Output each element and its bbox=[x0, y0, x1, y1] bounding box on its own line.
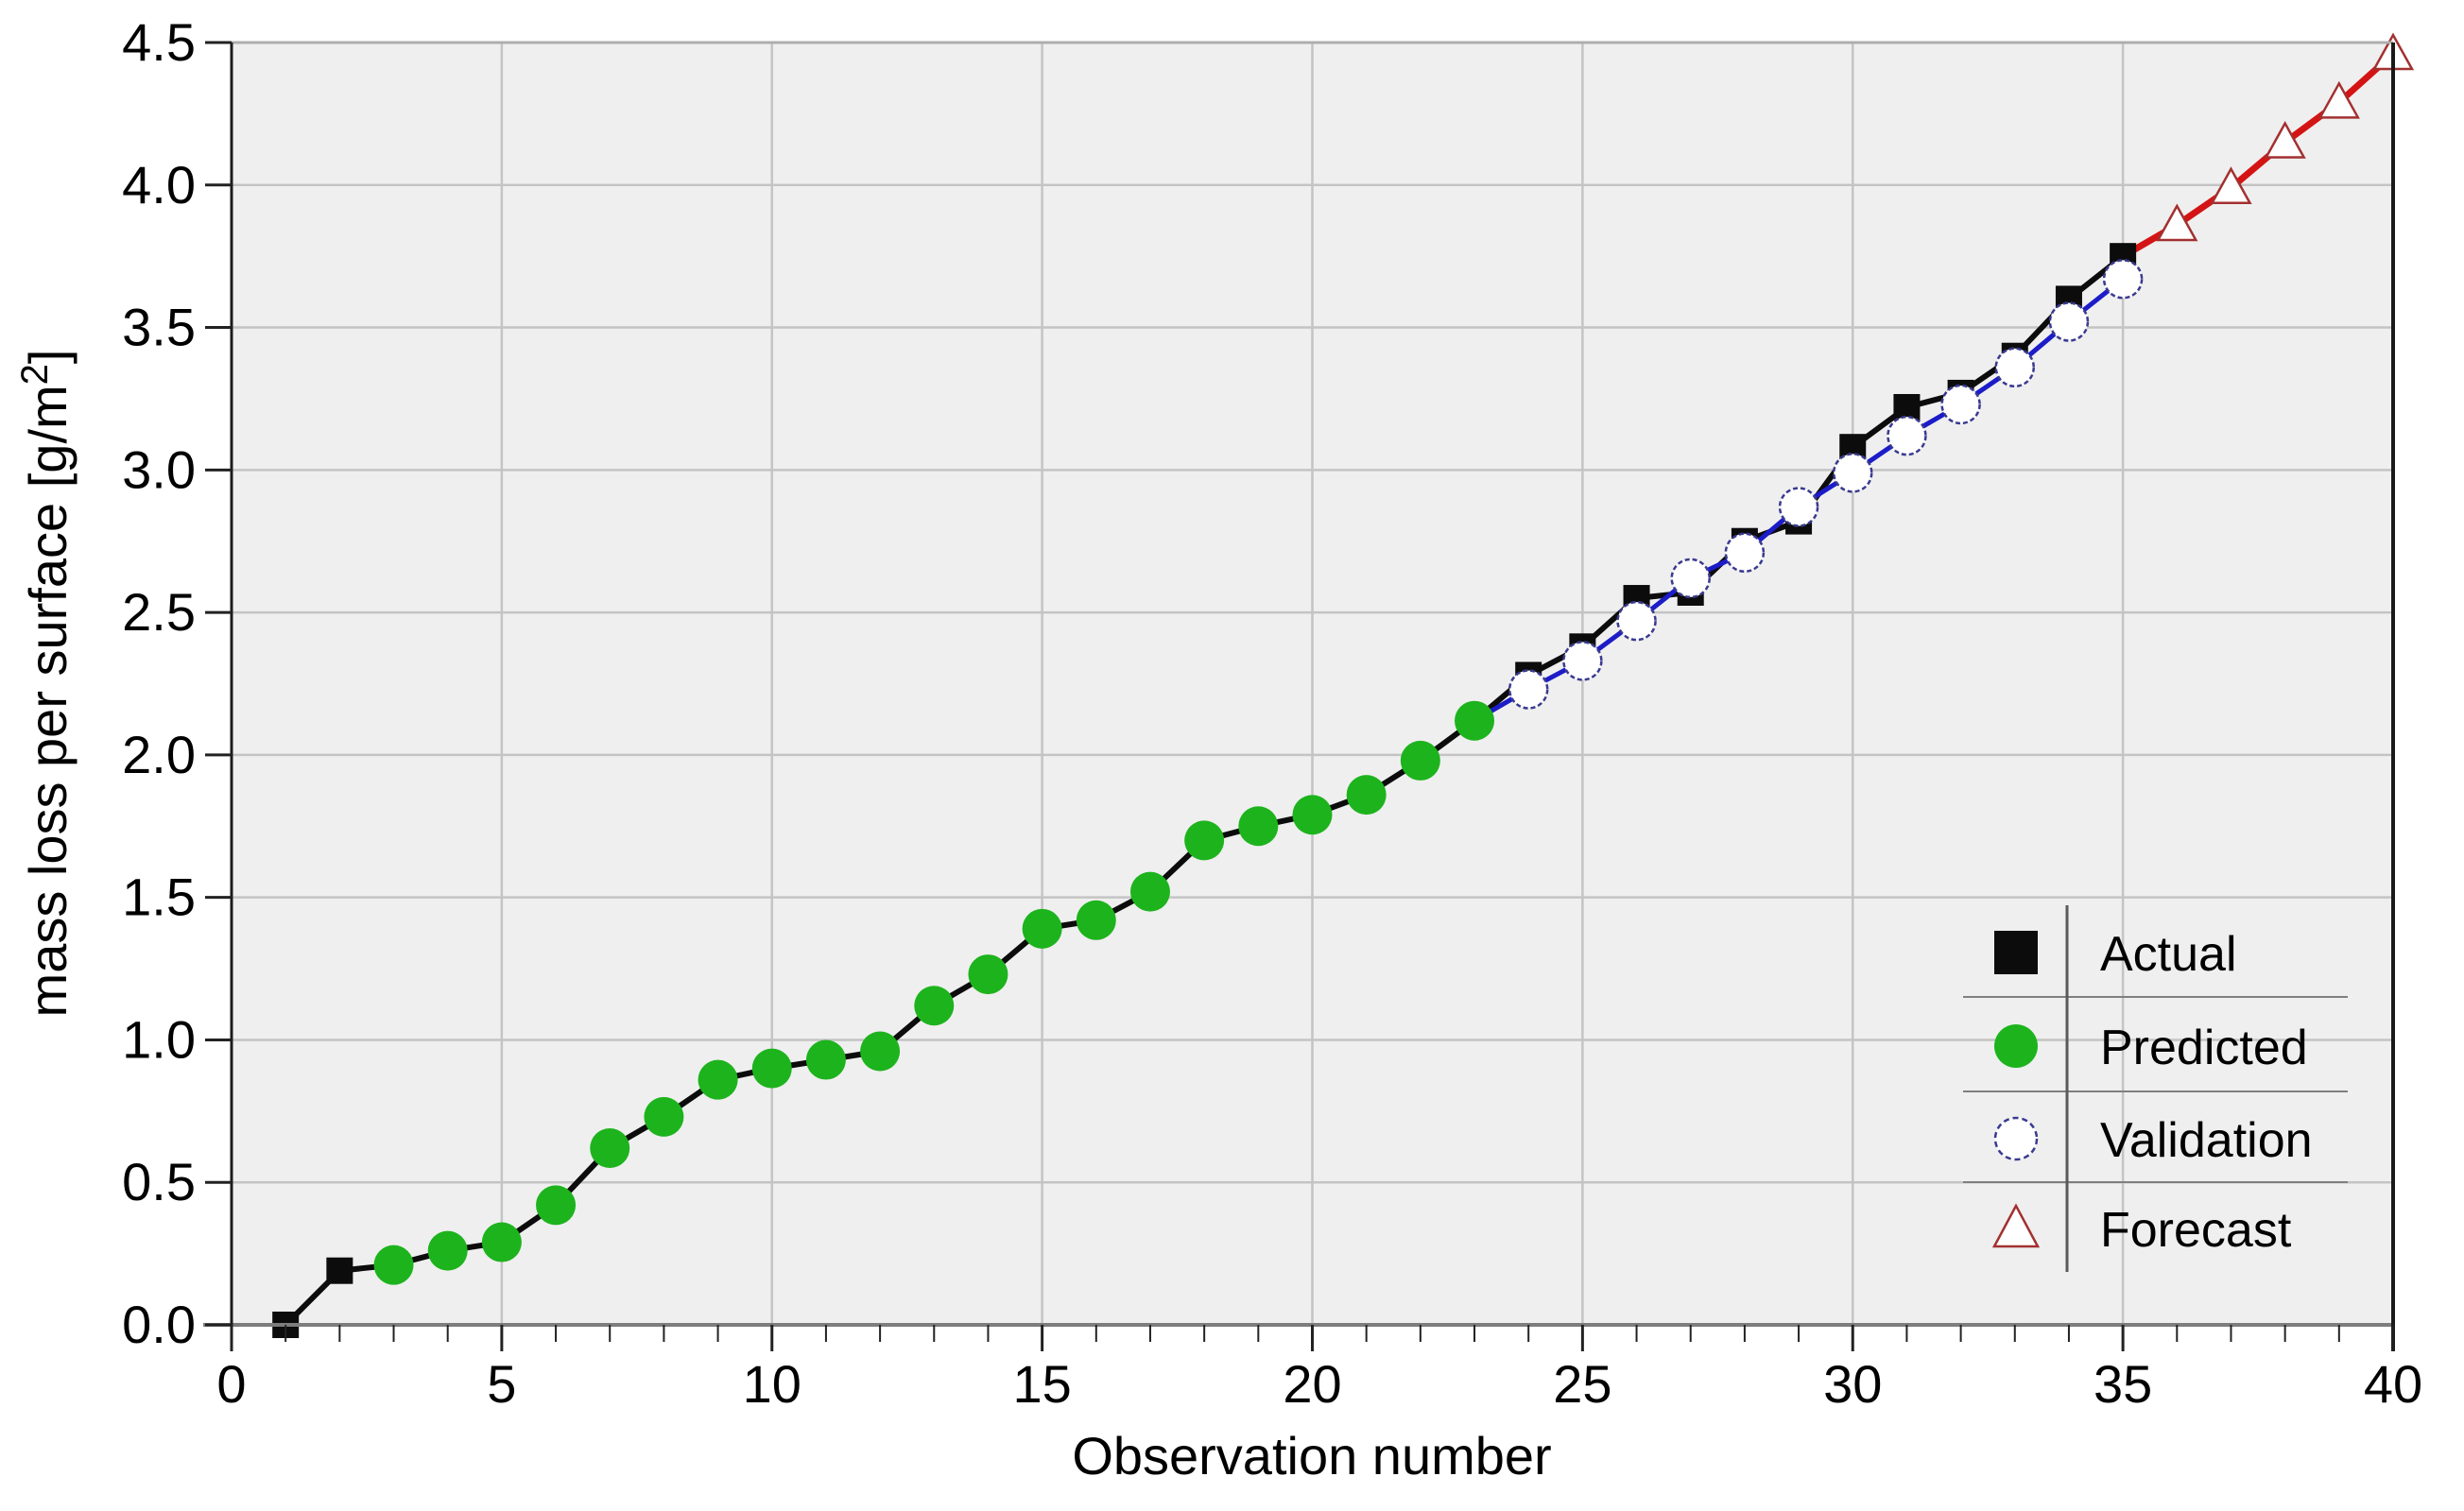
y-tick-label: 0.0 bbox=[122, 1295, 196, 1354]
x-tick-label: 15 bbox=[1012, 1354, 1071, 1414]
predicted-point bbox=[914, 986, 955, 1026]
predicted-point bbox=[1184, 820, 1225, 861]
predicted-point bbox=[751, 1048, 792, 1089]
x-tick-label: 40 bbox=[2364, 1354, 2422, 1414]
y-axis-label: mass loss per surface [g/m2] bbox=[14, 350, 78, 1018]
x-tick-label: 20 bbox=[1283, 1354, 1341, 1414]
x-tick-label: 25 bbox=[1553, 1354, 1611, 1414]
predicted-point bbox=[698, 1059, 738, 1100]
validation-point bbox=[1616, 600, 1657, 642]
forecast-point bbox=[2318, 80, 2360, 119]
validation-point bbox=[1724, 532, 1766, 574]
actual-point bbox=[326, 1257, 353, 1284]
predicted-point bbox=[481, 1222, 522, 1262]
validation-point bbox=[2102, 259, 2144, 300]
predicted-point bbox=[1455, 700, 1495, 741]
forecast-point bbox=[2264, 120, 2306, 159]
x-axis-label: Observation number bbox=[1072, 1426, 1551, 1485]
validation-open-circle-icon bbox=[1993, 1116, 2039, 1161]
y-tick-label: 2.5 bbox=[122, 582, 196, 642]
predicted-point bbox=[968, 954, 1008, 995]
y-axis-label-superscript: 2 bbox=[14, 364, 56, 385]
forecast-point bbox=[2156, 203, 2198, 242]
validation-point bbox=[1833, 453, 1873, 493]
legend-item-validation: Validation bbox=[1993, 1113, 2313, 1168]
y-axis-label-close-bracket: ] bbox=[18, 350, 78, 365]
legend-item-label: Actual bbox=[2100, 927, 2237, 982]
predicted-point bbox=[644, 1096, 684, 1137]
forecast-triangle-icon bbox=[1991, 1203, 2041, 1248]
predicted-point bbox=[1346, 775, 1387, 816]
validation-point bbox=[1562, 641, 1603, 681]
predicted-point bbox=[1292, 795, 1333, 835]
y-tick-label: 2.0 bbox=[122, 725, 196, 784]
y-tick-label: 0.5 bbox=[122, 1152, 196, 1211]
y-tick-label: 3.0 bbox=[122, 439, 196, 499]
y-tick-label: 3.5 bbox=[122, 298, 196, 357]
legend: Actual Predicted Validation Forecast bbox=[1963, 905, 2348, 1272]
legend-item-label: Forecast bbox=[2100, 1203, 2292, 1258]
predicted-point bbox=[1076, 900, 1116, 940]
validation-point bbox=[1887, 415, 1927, 456]
validation-point bbox=[1778, 487, 1819, 527]
predicted-point bbox=[1400, 740, 1440, 781]
predicted-point bbox=[427, 1230, 468, 1271]
y-tick-label: 4.0 bbox=[122, 155, 196, 215]
actual-point bbox=[1893, 393, 1921, 421]
axis-ticks bbox=[205, 41, 2395, 1351]
validation-point bbox=[1940, 384, 1981, 425]
legend-item-forecast: Forecast bbox=[1991, 1203, 2292, 1258]
predicted-point bbox=[1238, 806, 1279, 847]
forecast-point bbox=[2210, 166, 2252, 205]
validation-point bbox=[1670, 558, 1711, 599]
validation-point bbox=[1508, 669, 1549, 710]
legend-item-label: Validation bbox=[2100, 1113, 2313, 1168]
legend-item-label: Predicted bbox=[2100, 1021, 2308, 1075]
tick-labels: 0 5 10 15 20 25 30 35 40 0.0 0.5 1.0 1.5 2.0 2.5 3.0 3.5… bbox=[122, 12, 2422, 1414]
predicted-point bbox=[1022, 908, 1062, 949]
legend-item-predicted: Predicted bbox=[1994, 1021, 2308, 1075]
x-tick-label: 5 bbox=[487, 1354, 516, 1414]
predicted-point bbox=[805, 1039, 846, 1080]
gridlines bbox=[232, 43, 2393, 1325]
y-tick-label: 1.0 bbox=[122, 1009, 196, 1069]
predicted-point bbox=[536, 1185, 577, 1226]
actual-square-icon bbox=[1994, 931, 2038, 974]
predicted-point bbox=[1129, 871, 1170, 912]
predicted-point bbox=[860, 1031, 901, 1072]
predicted-point bbox=[590, 1128, 630, 1169]
legend-item-actual: Actual bbox=[1994, 927, 2237, 982]
y-tick-label: 1.5 bbox=[122, 867, 196, 927]
x-tick-label: 30 bbox=[1823, 1354, 1882, 1414]
predicted-circle-icon bbox=[1994, 1024, 2038, 1068]
validation-point bbox=[1994, 347, 2036, 388]
x-tick-label: 35 bbox=[2094, 1354, 2152, 1414]
validation-point bbox=[2048, 301, 2090, 342]
y-tick-label: 4.5 bbox=[122, 12, 196, 72]
plot-frame bbox=[203, 41, 2395, 1351]
y-axis-label-text: mass loss per surface [g/m bbox=[18, 385, 78, 1017]
predicted-point bbox=[373, 1245, 414, 1285]
x-tick-label: 10 bbox=[743, 1354, 801, 1414]
x-tick-label: 0 bbox=[216, 1354, 246, 1414]
